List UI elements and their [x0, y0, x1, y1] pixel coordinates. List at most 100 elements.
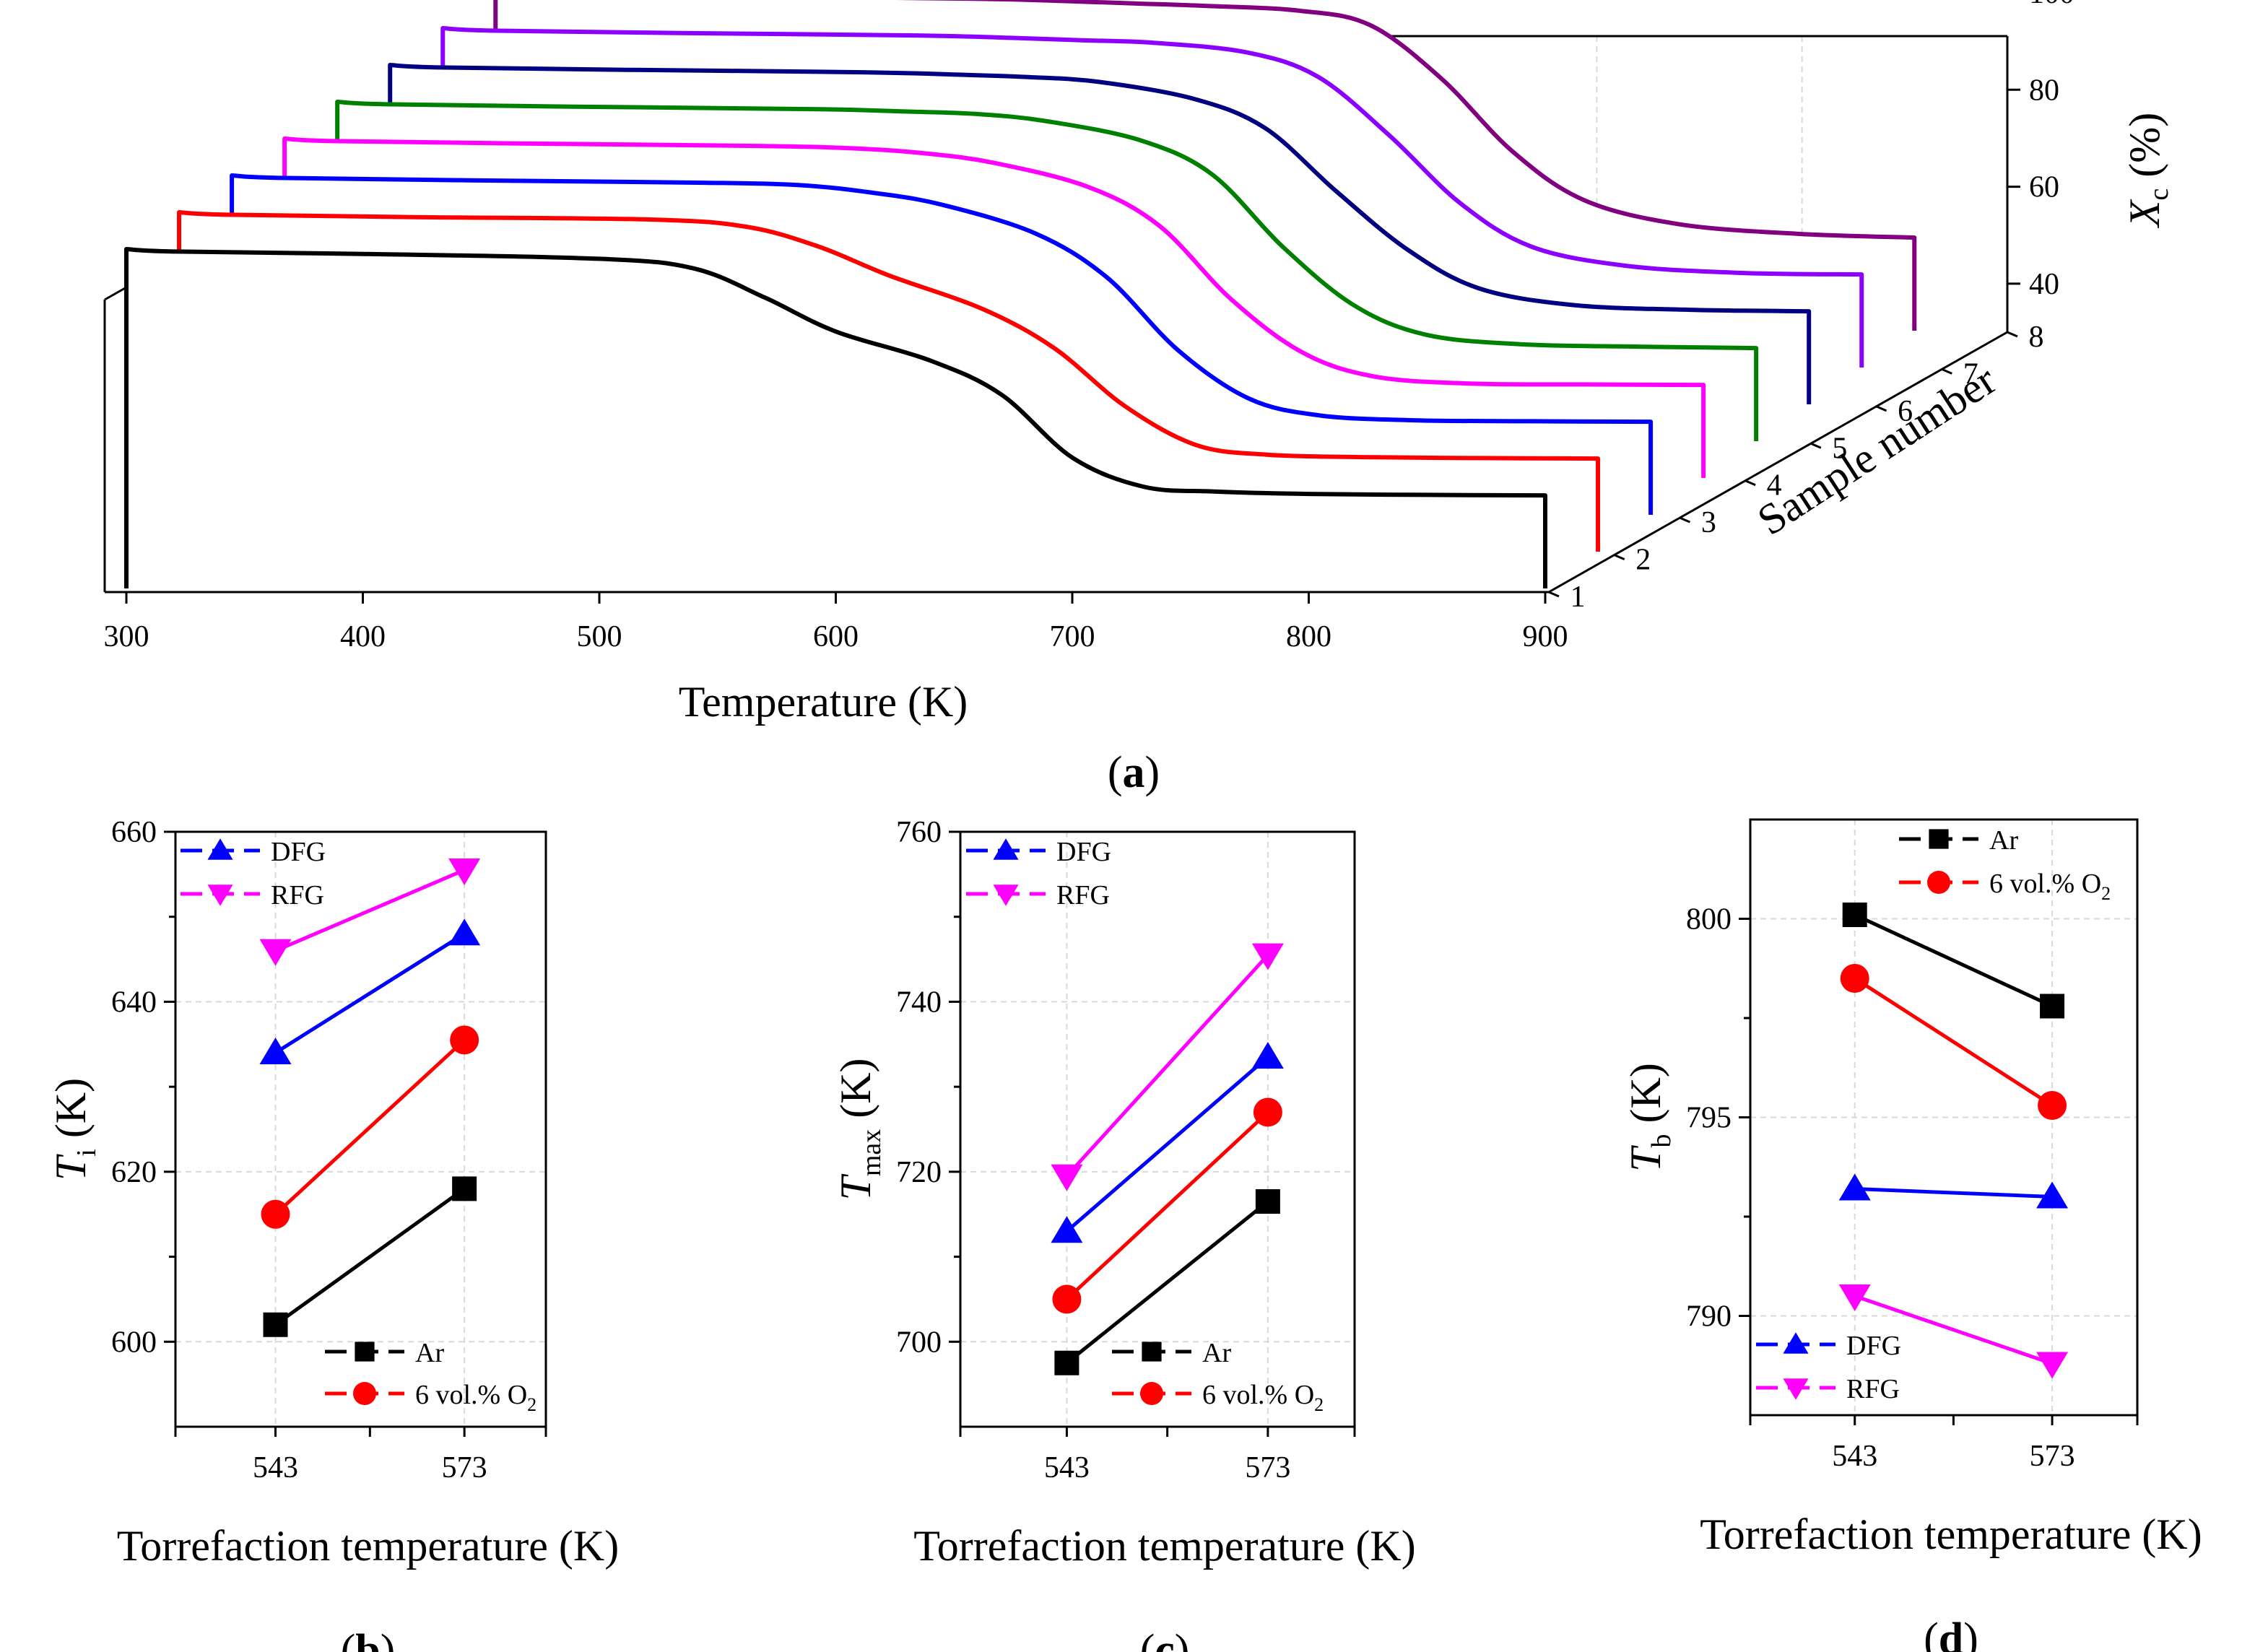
panel-d-x-tick-label: 543 [1832, 1440, 1877, 1473]
panel-b-y-title-suffix: (K) [47, 1078, 95, 1149]
panel-b-label: (b) [341, 1626, 396, 1652]
panel-c-legend-marker [993, 884, 1019, 906]
panel-d-series-line-dfg [1854, 1187, 2053, 1199]
series-sample-2 [177, 210, 1601, 552]
panel-d-marker-rfg [2036, 1352, 2069, 1379]
panel-d-legend-marker [1783, 1332, 1809, 1354]
panel-b-legend-label: Ar [415, 1338, 444, 1368]
panel-b-legend-label: RFG [271, 880, 324, 910]
panel-b-y-title-main: T [47, 1154, 95, 1181]
panel-c-series-line-dfg [1065, 1056, 1269, 1233]
panel-c-label: (c) [1140, 1626, 1190, 1652]
panel-d-legend-o2-main: 6 vol.% O [1989, 869, 2101, 899]
panel-a-y-title-sub: c [2144, 188, 2174, 201]
panel-a-z-tick-label: 2 [1635, 544, 1651, 577]
panel-b-legend-o2-sub: 2 [527, 1394, 536, 1415]
panel-c-legend-label: DFG [1056, 837, 1111, 867]
panel-a-z-tick-label: 4 [1767, 469, 1782, 503]
panel-d-series-line-o2 [1854, 976, 2054, 1108]
panel-a-x-tick-label: 400 [340, 620, 386, 653]
panel-d-y-axis-title: Tb (K) [1622, 1063, 1677, 1172]
panel-b-series-line-dfg [274, 932, 466, 1055]
panel-b-x-tick-label: 573 [442, 1451, 487, 1484]
panel-c-y-tick-label: 700 [896, 1326, 942, 1359]
panel-d-marker-o2 [2038, 1091, 2067, 1120]
panel-b-marker-o2 [261, 1199, 290, 1229]
panel-a-z-tick-label: 6 [1898, 395, 1913, 428]
panel-b-series-line-ar [274, 1187, 466, 1326]
panel-b-marker-ar [263, 1312, 288, 1337]
series-sample-1 [124, 247, 1547, 588]
panel-b-frame [174, 830, 547, 1428]
panel-d-y-title-suffix: (K) [1622, 1063, 1669, 1134]
panel-a-z-tick-label: 1 [1570, 581, 1586, 614]
panel-c-series-line-o2 [1065, 1110, 1269, 1301]
panel-a-label-letter: a [1123, 748, 1145, 797]
panel-a-3d-waterfall: 300 400 500 600 700 800 900 40 60 80 100 1 2 3 4 5 6 7 8… [103, 0, 2174, 797]
panel-a-z-tick [1941, 368, 1952, 375]
panel-c-y-title-sub: max [856, 1129, 887, 1176]
panel-d-legend-marker [1927, 871, 1950, 894]
panel-c-legend-marker [993, 838, 1019, 860]
panel-b-marker-rfg [448, 858, 481, 885]
panel-a-y-axis: 40 60 80 100 [2006, 0, 2074, 332]
panel-a-x-tick-label: 700 [1050, 620, 1095, 653]
panel-c-y-tick-label: 760 [896, 816, 942, 849]
panel-d-marker-ar [1842, 903, 1867, 927]
panel-c-marker-o2 [1052, 1284, 1082, 1314]
panel-a-y-tick-label: 40 [2029, 268, 2059, 301]
series-sample-7 [440, 26, 1864, 368]
panel-c-y-axis-title: Tmax (K) [832, 1058, 887, 1200]
panel-c-series-line-rfg [1065, 954, 1269, 1178]
panel-a-x-tick-label: 800 [1286, 620, 1331, 653]
panel-a-x-axis-title: Temperature (K) [679, 678, 968, 726]
panel-a-z-tick-label: 7 [1963, 357, 1978, 391]
panel-b-marker-o2 [450, 1025, 479, 1055]
panel-d-legend-label: Ar [1989, 825, 2018, 856]
panel-c-tmax-chart: 700 720 740 760 543 573 Torrefaction temperatu… [832, 816, 1416, 1652]
panel-a-z-tick-label: 5 [1832, 432, 1847, 465]
panel-b-legend-marker [353, 1382, 376, 1405]
series-sample-4 [282, 136, 1706, 478]
panel-c-y-tick-label: 720 [896, 1156, 942, 1189]
panel-c-x-tick-label: 543 [1044, 1451, 1090, 1484]
panel-d-y-tick-label: 790 [1686, 1300, 1732, 1334]
panel-d-marker-o2 [1840, 964, 1869, 993]
panel-b-legend-marker [355, 1342, 375, 1362]
panel-d-marker-ar [2040, 994, 2065, 1019]
panel-b-y-tick-label: 660 [111, 816, 157, 849]
panel-a-y-tick-label: 100 [2029, 0, 2074, 10]
panel-c-marker-rfg [1251, 943, 1284, 970]
panel-d-y-title-main: T [1622, 1145, 1669, 1172]
panel-a-series-mask [126, 249, 1545, 588]
panel-b-x-axis-title: Torrefaction temperature (K) [117, 1522, 619, 1570]
panel-c-x-tick-label: 573 [1245, 1451, 1290, 1484]
panel-d-legend-label: DFG [1846, 1331, 1901, 1361]
panel-c-marker-ar [1054, 1350, 1079, 1375]
panel-d-tb-chart: 790 795 800 543 573 Torrefaction temperature … [1622, 818, 2202, 1652]
panel-c-marker-rfg [1051, 1164, 1083, 1191]
panel-d-marker-dfg [1838, 1173, 1871, 1201]
panel-b-ti-chart: 600 620 640 660 543 573 Torrefaction temperatu… [47, 816, 619, 1652]
panel-c-legend-label: Ar [1202, 1338, 1231, 1368]
panel-a-y-title-suffix: (%) [2121, 113, 2168, 188]
panel-d-y-tick-label: 800 [1686, 903, 1732, 936]
panel-b-label-letter: b [355, 1626, 380, 1652]
panel-d-marker-rfg [1838, 1284, 1871, 1311]
panel-c-label-letter: c [1155, 1626, 1175, 1652]
panel-b-legend-o2-main: 6 vol.% O [415, 1380, 527, 1410]
panel-d-label: (d) [1924, 1614, 1978, 1652]
panel-c-y-title-suffix: (K) [832, 1058, 879, 1129]
panel-d-series-line-rfg [1854, 1294, 2053, 1365]
panel-d-x-axis-title: Torrefaction temperature (K) [1700, 1510, 2202, 1558]
panel-d-legend-o2-sub: 2 [2101, 883, 2111, 904]
panel-a-z-tick [1548, 591, 1560, 598]
panel-c-marker-o2 [1253, 1097, 1282, 1127]
panel-a-y-tick-label: 80 [2029, 74, 2059, 107]
panel-d-marker-dfg [2036, 1181, 2069, 1209]
panel-a-z-axis: 1 2 3 4 5 6 7 8 [1548, 321, 2044, 614]
panel-a-z-tick-label: 8 [2029, 321, 2044, 354]
panel-d-legend-label: 6 vol.% O2 [1989, 869, 2111, 904]
panel-a-y-tick-label: 60 [2029, 171, 2059, 204]
